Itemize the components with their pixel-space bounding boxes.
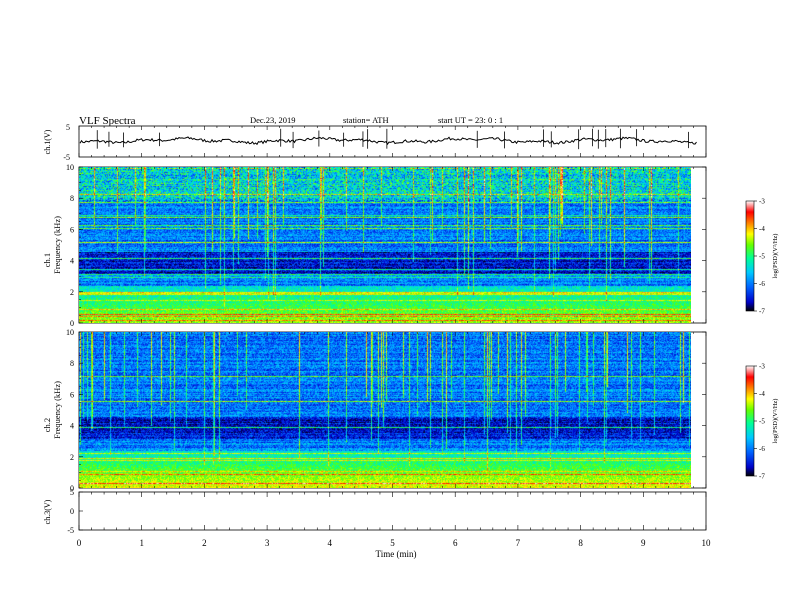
- time-tick-label: 5: [390, 538, 395, 548]
- time-tick-label: 3: [265, 538, 270, 548]
- ch2-spectrogram-image: [79, 332, 691, 488]
- colorbar-tick-label: -7: [759, 473, 765, 481]
- time-axis: 0 1 2 3 4 5 6 7 8 9 10: [77, 492, 711, 548]
- time-tick-label: 9: [641, 538, 646, 548]
- colorbar-tick-label: -6: [759, 445, 765, 453]
- ch3-ytick-label: 0: [70, 507, 74, 516]
- ch3-ylabel: ch.3(V): [43, 499, 52, 524]
- colorbar-tick-label: -5: [759, 418, 765, 426]
- freq-tick-label: 6: [70, 225, 74, 234]
- colorbar-tick-label: -3: [759, 198, 765, 206]
- ch3-axes-frame: [78, 491, 707, 531]
- ch1-colorbar-ticks: -3 -4 -5 -6 -7: [754, 198, 765, 316]
- ch1-waveform-panel: 5 -5 ch.1(V): [43, 123, 707, 162]
- ch1-spec-ylabel-frequency: Frequency (kHz): [52, 216, 62, 274]
- station-label: station= ATH: [343, 115, 389, 125]
- colorbar-tick-label: -4: [759, 225, 765, 233]
- freq-tick-label: 10: [66, 328, 74, 337]
- time-tick-label: 7: [516, 538, 521, 548]
- time-tick-label: 0: [77, 538, 82, 548]
- ch2-frequency-axis: 0 2 4 6 8 10: [66, 328, 707, 493]
- freq-tick-label: 10: [66, 163, 74, 172]
- freq-tick-label: 4: [70, 422, 74, 431]
- ch1-time-ticks: [78, 126, 707, 157]
- freq-tick-label: 8: [70, 359, 74, 368]
- ch1-spec-ylabel: ch.1 Frequency (kHz): [42, 216, 62, 274]
- freq-tick-label: 0: [70, 319, 74, 328]
- ch1-waveform-trace: [79, 136, 697, 146]
- ch1-colorbar-label: log(PSD)(V²/Hz): [772, 234, 779, 279]
- freq-tick-label: 2: [70, 288, 74, 297]
- freq-tick-label: 0: [70, 484, 74, 493]
- colorbar-tick-label: -7: [759, 308, 765, 316]
- ch1-frequency-axis: 0 2 4 6 8 10: [66, 163, 707, 328]
- freq-tick-label: 8: [70, 194, 74, 203]
- time-tick-label: 2: [202, 538, 207, 548]
- time-tick-label: 8: [578, 538, 583, 548]
- ch1-ylabel: ch.1(V): [43, 129, 52, 154]
- ch2-spec-ylabel-frequency: Frequency (kHz): [52, 381, 62, 439]
- ch2-spec-ylabel-channel: ch.2: [42, 418, 52, 432]
- ch1-spectrogram-image: [79, 167, 691, 323]
- time-tick-label: 4: [328, 538, 333, 548]
- ch1-ytick-label: -5: [63, 153, 70, 162]
- ch3-voltage-axis: 5 0 -5: [67, 488, 83, 535]
- time-tick-label: 1: [139, 538, 144, 548]
- colorbar-tick-label: -4: [759, 390, 765, 398]
- time-tick-label: 10: [702, 538, 712, 548]
- colorbar-tick-label: -6: [759, 280, 765, 288]
- freq-tick-label: 6: [70, 390, 74, 399]
- time-axis-label: Time (min): [376, 549, 417, 559]
- colorbar-tick-label: -5: [759, 253, 765, 261]
- ch1-ytick-label: 5: [66, 123, 70, 132]
- figure-title: VLF Spectra: [79, 115, 136, 127]
- ch1-spike-marks: [96, 128, 689, 150]
- colorbar-tick-label: -3: [759, 363, 765, 371]
- ch1-spec-ylabel-channel: ch.1: [42, 253, 52, 267]
- ch3-waveform-panel: 50-5 ch.3(V) 0 1 2 3 4 5 6 7 8 9 10 Time (min): [43, 488, 711, 559]
- time-tick-label: 6: [453, 538, 458, 548]
- freq-tick-label: 4: [70, 257, 74, 266]
- ch2-colorbar-ticks: -3 -4 -5 -6 -7: [754, 363, 765, 481]
- ch2-spec-ylabel: ch.2 Frequency (kHz): [42, 381, 62, 439]
- start-time-label: start UT = 23: 0 : 1: [438, 115, 503, 125]
- ch2-colorbar-label: log(PSD)(V²/Hz): [772, 399, 779, 444]
- ch2-colorbar: [745, 365, 755, 477]
- ch1-colorbar: [745, 200, 755, 312]
- freq-tick-label: 2: [70, 453, 74, 462]
- recording-date: Dec.23, 2019: [250, 115, 296, 125]
- ch3-ytick-label: -5: [67, 526, 74, 535]
- ch3-ytick-label: 5: [70, 488, 74, 497]
